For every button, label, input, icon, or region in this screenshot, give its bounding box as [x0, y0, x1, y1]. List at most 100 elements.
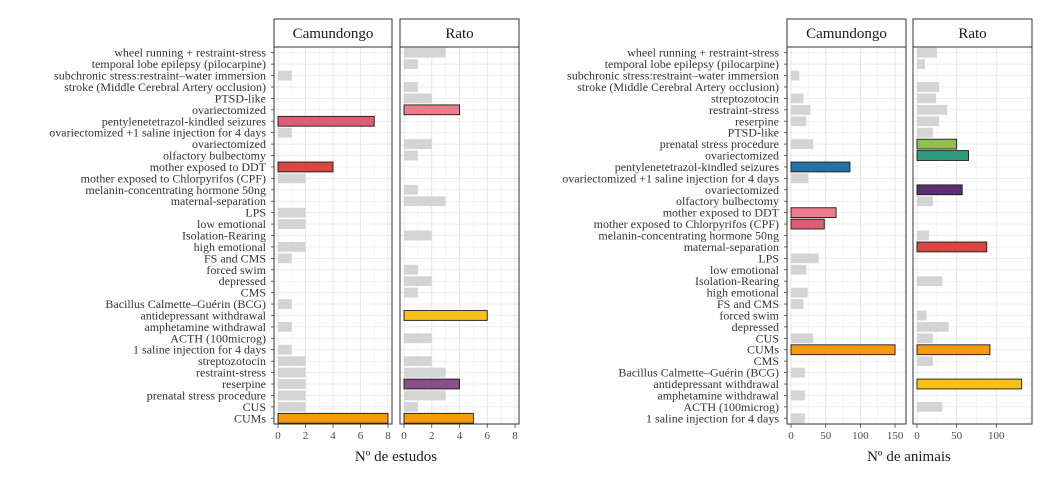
bar	[916, 138, 958, 150]
category-label: antidepressant withdrawal	[140, 308, 266, 322]
chart-2: wheel running + restraint-stresstemporal…	[562, 18, 1033, 465]
category-label: pentylenetetrazol-kindled seizures	[102, 114, 267, 128]
category-label: melanin-concentrating hormone 50ng	[598, 229, 779, 243]
x-tick-label: 150	[887, 430, 904, 442]
bar	[278, 242, 306, 252]
bar	[404, 47, 446, 58]
bar	[404, 82, 418, 92]
x-axis-title: Nº de estudos	[355, 449, 437, 465]
bar	[277, 161, 334, 173]
bar	[404, 367, 446, 378]
category-label: ACTH (100microg)	[170, 331, 266, 345]
category-label: streptozotocin	[198, 354, 266, 368]
category-label: LPS	[758, 251, 779, 265]
category-label: 1 saline injection for 4 days	[646, 411, 779, 425]
category-label: forced swim	[206, 263, 266, 277]
category-label: temporal lobe epilepsy (pilocarpine)	[92, 57, 266, 71]
category-label: restraint-stress	[709, 103, 779, 117]
bar	[791, 253, 819, 264]
x-tick-label: 2	[303, 430, 309, 442]
bar	[916, 150, 969, 161]
category-label: maternal-separation	[171, 194, 266, 208]
category-label: prenatal stress procedure	[660, 137, 779, 151]
bar	[917, 356, 933, 367]
category-label: high emotional	[194, 240, 267, 254]
x-tick-label: 2	[429, 430, 435, 442]
bar	[278, 321, 292, 332]
bar	[791, 104, 811, 115]
bar	[917, 333, 933, 344]
x-axis-title: Nº de animais	[867, 449, 951, 465]
bar	[917, 196, 933, 207]
category-label: ovariectomized +1 saline injection for 4…	[49, 126, 266, 140]
bar	[916, 344, 991, 356]
bar	[404, 390, 446, 401]
category-label: ACTH (100microg)	[683, 400, 779, 414]
category-label: stroke (Middle Cerebral Artery occlusion…	[64, 80, 266, 94]
chart-1: wheel running + restraint-stresstemporal…	[49, 18, 520, 465]
bar	[917, 321, 949, 332]
bar	[278, 356, 306, 367]
category-label: forced swim	[719, 308, 779, 322]
bar	[404, 401, 418, 412]
panel-border	[273, 46, 393, 425]
category-label: ovariectomized +1 saline injection for 4…	[562, 171, 779, 185]
category-label: FS and CMS	[717, 297, 779, 311]
panel-border	[399, 46, 520, 425]
bar	[791, 139, 814, 150]
bar	[404, 276, 432, 287]
category-label: low emotional	[710, 263, 780, 277]
bar	[404, 93, 432, 104]
facet-strip	[273, 18, 393, 48]
bar	[278, 173, 306, 184]
bar	[790, 218, 825, 230]
bar	[917, 310, 927, 321]
bar	[917, 116, 940, 127]
bar	[404, 287, 418, 298]
category-label: streptozotocin	[711, 91, 779, 105]
bar	[278, 299, 292, 309]
x-tick-label: 6	[485, 430, 491, 442]
bar	[917, 230, 929, 241]
bar	[403, 310, 488, 321]
bar	[917, 82, 940, 92]
bar	[403, 412, 474, 424]
bar	[278, 367, 306, 378]
bar	[278, 401, 306, 412]
bar	[916, 378, 1023, 390]
bar	[277, 115, 375, 127]
bar	[278, 253, 292, 264]
category-label: CMS	[241, 286, 266, 300]
bar	[790, 344, 896, 356]
bar	[917, 93, 937, 104]
bar	[917, 276, 943, 287]
bar	[278, 207, 306, 218]
bar	[791, 173, 809, 184]
bar	[916, 241, 988, 253]
category-label: depressed	[732, 320, 779, 334]
bar	[917, 127, 933, 138]
category-label: subchronic stress:restraint–water immers…	[54, 69, 266, 83]
x-tick-label: 50	[820, 430, 832, 442]
x-tick-label: 100	[988, 430, 1005, 442]
bar	[403, 378, 460, 390]
bar	[278, 219, 306, 229]
bar	[791, 390, 805, 401]
category-label: prenatal stress procedure	[147, 388, 266, 402]
bar	[791, 367, 805, 378]
category-label: ovariectomized	[192, 137, 266, 151]
category-label: reserpine	[735, 114, 779, 128]
facet-strip	[786, 18, 907, 48]
bar	[791, 333, 814, 344]
category-label: PTSD-like	[728, 126, 779, 140]
category-label: subchronic stress:restraint–water immers…	[567, 69, 779, 83]
category-label: Bacillus Calmette–Guérin (BCG)	[618, 366, 779, 380]
bar	[278, 70, 292, 81]
panel-border	[912, 46, 1033, 425]
bar	[790, 207, 837, 219]
bar	[403, 104, 460, 116]
category-label: amphetamine withdrawal	[144, 320, 266, 334]
x-tick-label: 0	[788, 430, 794, 442]
bar	[404, 356, 432, 367]
